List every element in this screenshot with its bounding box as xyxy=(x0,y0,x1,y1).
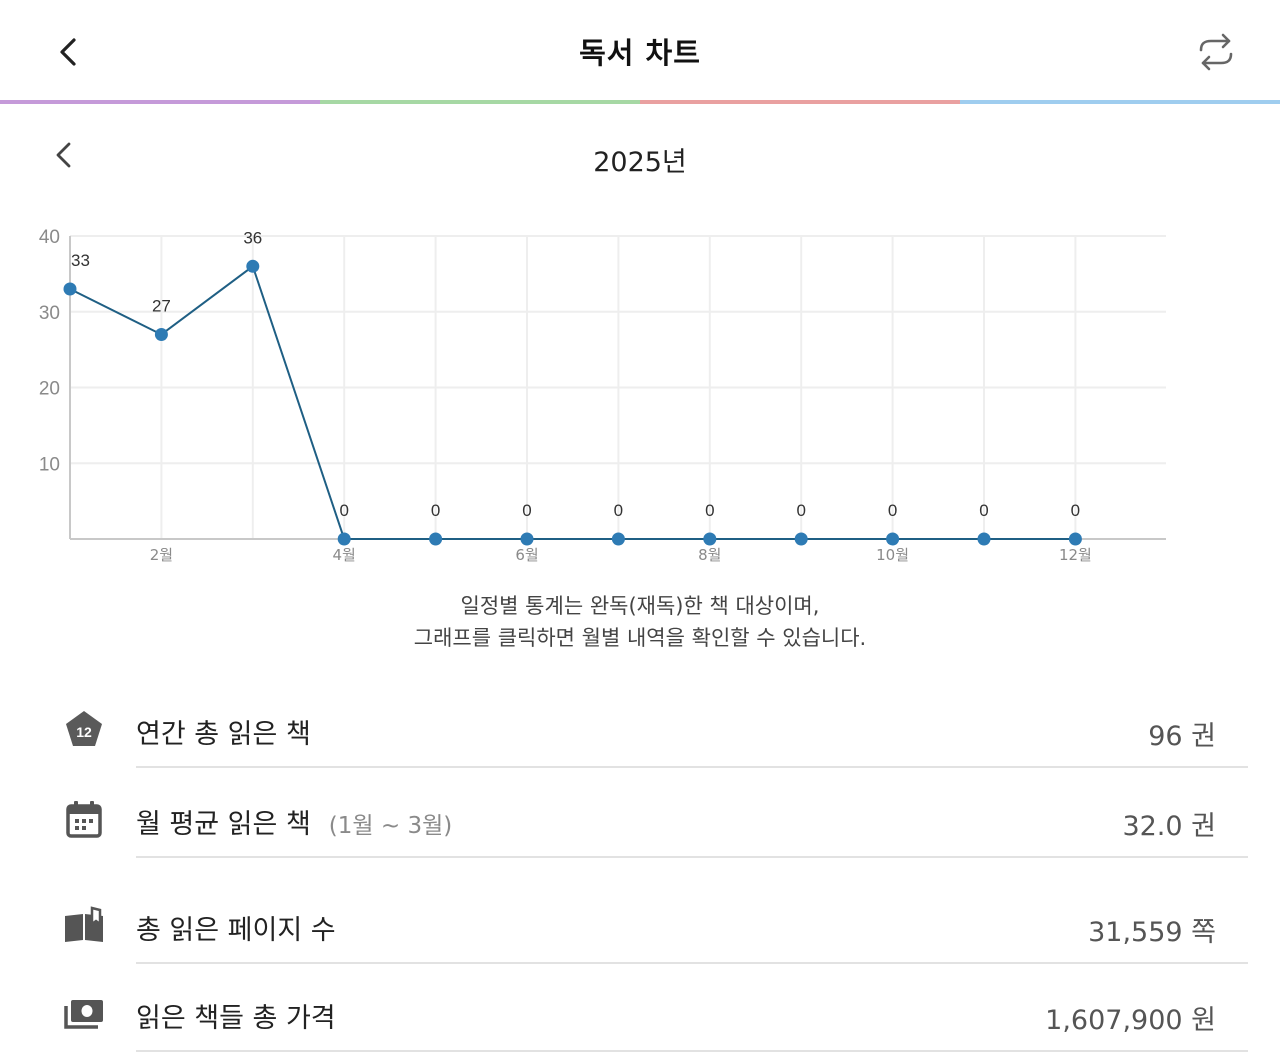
data-point[interactable] xyxy=(154,327,168,341)
data-label: 0 xyxy=(522,501,531,520)
stat-row-monthly-average[interactable]: 월 평균 읽은 책 (1월 ~ 3월) 32.0 권 xyxy=(0,780,1280,868)
stat-period: (1월 ~ 3월) xyxy=(328,813,453,839)
calendar-icon xyxy=(62,798,106,842)
divider xyxy=(136,856,1248,858)
chart-note: 일정별 통계는 완독(재독)한 책 대상이며, 그래프를 클릭하면 월별 내역을… xyxy=(0,590,1280,654)
x-tick-label: 8월 xyxy=(698,546,721,564)
data-point[interactable] xyxy=(1068,532,1082,546)
data-point[interactable] xyxy=(63,282,77,296)
stat-label: 월 평균 읽은 책 (1월 ~ 3월) xyxy=(136,802,452,841)
data-point[interactable] xyxy=(246,259,260,273)
divider xyxy=(136,766,1248,768)
stat-value: 96 권 xyxy=(1148,721,1216,752)
chart-note-line1: 일정별 통계는 완독(재독)한 책 대상이며, xyxy=(460,594,820,618)
y-tick-label: 20 xyxy=(39,379,60,400)
data-label: 0 xyxy=(888,501,897,520)
x-tick-label: 10월 xyxy=(876,546,909,564)
chevron-left-icon xyxy=(56,142,71,168)
chart-note-line2: 그래프를 클릭하면 월별 내역을 확인할 수 있습니다. xyxy=(413,626,867,650)
stat-row-total-pages[interactable]: 총 읽은 페이지 수 31,559 쪽 xyxy=(0,886,1280,974)
data-point[interactable] xyxy=(703,532,717,546)
divider xyxy=(136,1050,1248,1052)
data-label: 36 xyxy=(243,228,262,247)
data-label: 0 xyxy=(1071,501,1080,520)
data-point[interactable] xyxy=(886,532,900,546)
data-label: 0 xyxy=(339,501,348,520)
y-tick-label: 40 xyxy=(39,227,60,248)
data-label: 33 xyxy=(71,251,90,270)
page-title: 독서 차트 xyxy=(579,36,701,70)
stat-label: 연간 총 읽은 책 xyxy=(136,719,311,750)
monthly-reading-chart[interactable]: 10 20 30 40 2월 4월 6월 8월 10월 12월 33 27 36 0 0 0 0 0 0 0 0 0 xyxy=(0,215,1280,575)
accent-segment-blue xyxy=(960,100,1280,104)
stat-label: 읽은 책들 총 가격 xyxy=(136,1003,336,1034)
back-button[interactable] xyxy=(48,30,88,74)
app-header: 독서 차트 xyxy=(0,0,1280,100)
chevron-left-icon xyxy=(60,38,76,66)
stat-label-text: 월 평균 읽은 책 xyxy=(136,809,311,840)
stat-value: 1,607,900 원 xyxy=(1045,1005,1216,1036)
data-label: 27 xyxy=(152,296,171,315)
stat-value: 31,559 쪽 xyxy=(1088,917,1216,948)
y-tick-label: 10 xyxy=(39,454,60,475)
data-label: 0 xyxy=(796,501,805,520)
refresh-button[interactable] xyxy=(1192,28,1240,76)
stat-row-yearly-books[interactable]: 12 연간 총 읽은 책 96 권 xyxy=(0,690,1280,778)
data-point[interactable] xyxy=(977,532,991,546)
line-chart[interactable]: 10 20 30 40 2월 4월 6월 8월 10월 12월 33 27 36 0 0 0 0 0 0 0 0 0 xyxy=(0,215,1280,575)
badge-number: 12 xyxy=(76,724,92,740)
accent-segment-red xyxy=(640,100,960,104)
repeat-arrows-icon xyxy=(1199,33,1233,71)
data-label: 0 xyxy=(705,501,714,520)
data-label: 0 xyxy=(614,501,623,520)
accent-segment-green xyxy=(320,100,640,104)
data-point[interactable] xyxy=(429,532,443,546)
data-point[interactable] xyxy=(337,532,351,546)
data-label: 0 xyxy=(979,501,988,520)
open-book-icon xyxy=(62,904,106,948)
data-point[interactable] xyxy=(794,532,808,546)
stat-label: 총 읽은 페이지 수 xyxy=(136,915,336,946)
divider xyxy=(136,962,1248,964)
money-icon xyxy=(62,992,106,1036)
data-point[interactable] xyxy=(520,532,534,546)
color-accent-bar xyxy=(0,100,1280,104)
x-tick-label: 2월 xyxy=(150,546,173,564)
y-tick-label: 30 xyxy=(39,303,60,324)
previous-year-button[interactable] xyxy=(46,136,82,176)
accent-segment-purple xyxy=(0,100,320,104)
x-tick-label: 12월 xyxy=(1059,546,1092,564)
year-label: 2025년 xyxy=(593,147,687,178)
stat-value: 32.0 권 xyxy=(1122,811,1216,842)
x-tick-label: 6월 xyxy=(515,546,538,564)
stat-row-total-price[interactable]: 읽은 책들 총 가격 1,607,900 원 xyxy=(0,974,1280,1062)
x-tick-label: 4월 xyxy=(333,546,356,564)
series-line xyxy=(69,264,1076,540)
pentagon-badge-icon: 12 xyxy=(62,708,106,752)
data-label: 0 xyxy=(431,501,440,520)
data-point[interactable] xyxy=(611,532,625,546)
